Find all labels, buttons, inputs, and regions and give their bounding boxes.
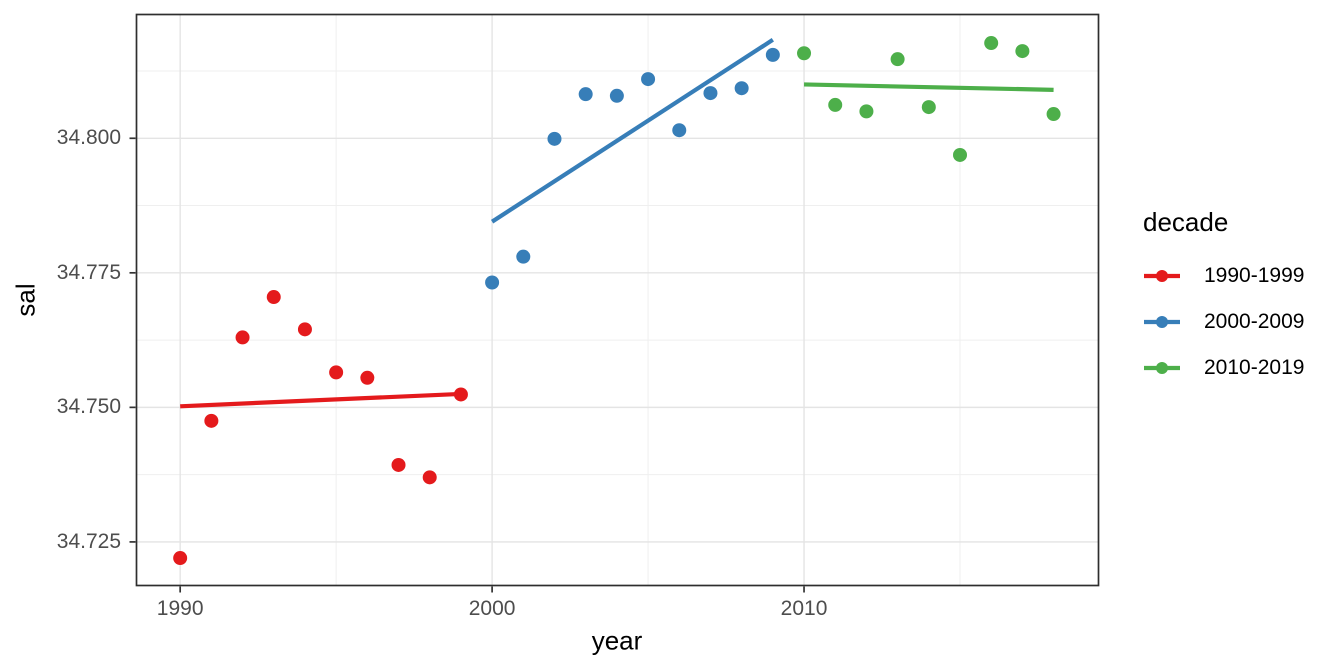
x-tick-label: 2000 — [468, 597, 516, 620]
x-axis-title: year — [591, 625, 643, 656]
data-point-2010-2019 — [953, 147, 968, 162]
data-point-1990-1999 — [266, 290, 281, 305]
plot-panel — [136, 14, 1099, 586]
data-point-2000-2009 — [609, 88, 624, 103]
legend: decade 1990-1999 2000-2009 2010-2019 — [1143, 206, 1304, 391]
legend-title: decade — [1143, 207, 1229, 237]
legend-entry-label: 2000-2009 — [1204, 310, 1305, 333]
data-point-1990-1999 — [173, 551, 188, 566]
data-point-2000-2009 — [765, 47, 780, 62]
data-point-1990-1999 — [391, 457, 406, 472]
data-point-2000-2009 — [734, 81, 749, 96]
legend-key-icon — [1144, 270, 1180, 282]
data-point-1990-1999 — [235, 330, 250, 345]
data-point-2000-2009 — [516, 249, 531, 264]
legend-entry: 2000-2009 — [1143, 299, 1304, 345]
y-tick-label: 34.775 — [56, 260, 121, 284]
legend-entry: 1990-1999 — [1143, 253, 1304, 299]
data-point-2000-2009 — [547, 131, 562, 146]
data-point-1990-1999 — [204, 413, 219, 428]
legend-entry-label: 2010-2019 — [1204, 356, 1305, 379]
y-tick-label: 34.800 — [56, 126, 121, 150]
data-point-1990-1999 — [297, 322, 312, 337]
data-point-2000-2009 — [641, 72, 656, 87]
x-tick-label: 2010 — [780, 597, 828, 620]
data-point-2010-2019 — [1046, 107, 1061, 122]
legend-key-icon — [1144, 362, 1180, 374]
data-point-2000-2009 — [703, 86, 718, 101]
x-tick-label: 1990 — [156, 597, 204, 620]
data-point-1990-1999 — [329, 365, 344, 380]
data-point-2000-2009 — [578, 87, 593, 102]
legend-entry: 2010-2019 — [1143, 345, 1304, 391]
y-axis-title: sal — [10, 283, 41, 317]
data-point-2000-2009 — [672, 123, 687, 138]
data-point-2010-2019 — [921, 100, 936, 115]
trend-line-2000-2009 — [490, 38, 774, 224]
legend-entry-label: 1990-1999 — [1204, 264, 1305, 287]
trend-line-1990-1999 — [180, 391, 462, 409]
data-point-2010-2019 — [890, 52, 905, 67]
data-point-2000-2009 — [485, 275, 500, 290]
panel-border — [135, 13, 1100, 587]
data-point-2010-2019 — [1015, 44, 1030, 59]
trend-line-2010-2019 — [803, 82, 1054, 92]
data-point-1990-1999 — [453, 387, 468, 402]
y-tick-label: 34.750 — [56, 395, 121, 419]
data-point-1990-1999 — [360, 370, 375, 385]
legend-key-icon — [1144, 316, 1180, 328]
legend-entries: 1990-1999 2000-2009 2010-2019 — [1143, 253, 1304, 391]
data-point-2010-2019 — [984, 36, 999, 51]
data-point-1990-1999 — [422, 470, 437, 485]
data-point-2010-2019 — [797, 46, 812, 61]
data-point-2010-2019 — [859, 104, 874, 119]
y-tick-label: 34.725 — [56, 529, 121, 553]
data-point-2010-2019 — [828, 97, 843, 112]
